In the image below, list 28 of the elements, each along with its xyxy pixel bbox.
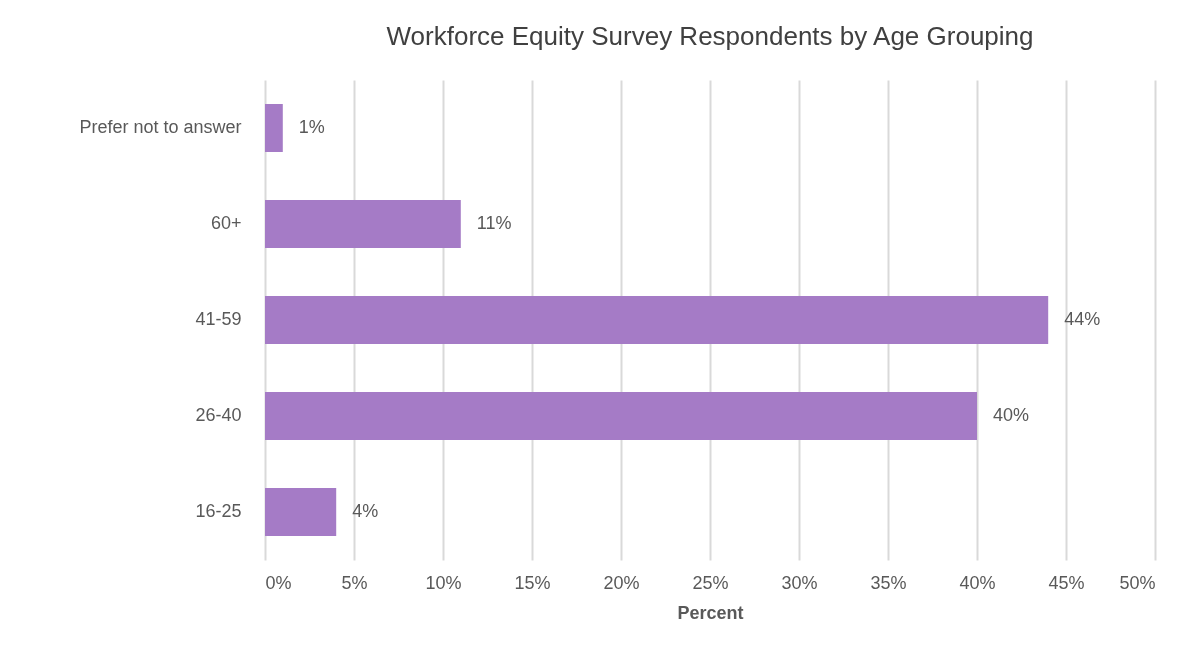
x-tick-label: 25% — [692, 572, 729, 593]
bar — [265, 488, 337, 536]
data-label: 11% — [476, 213, 512, 233]
data-label: 40% — [993, 405, 1030, 425]
data-label: 1% — [298, 117, 325, 137]
y-tick-label: 60+ — [210, 213, 242, 233]
x-axis-title: Percent — [677, 602, 744, 623]
x-tick-label: 0% — [265, 572, 292, 593]
x-tick-label: 35% — [870, 572, 907, 593]
x-tick-label: 45% — [1048, 572, 1085, 593]
y-tick-label: Prefer not to answer — [79, 117, 242, 137]
x-tick-label: 40% — [959, 572, 996, 593]
y-tick-label: 26-40 — [195, 405, 242, 425]
chart-title: Workforce Equity Survey Respondents by Age Grouping — [386, 21, 1034, 51]
x-tick-label: 5% — [341, 572, 368, 593]
x-tick-label: 30% — [781, 572, 818, 593]
bar — [265, 200, 461, 248]
y-tick-label: 41-59 — [195, 309, 242, 329]
x-tick-label: 50% — [1119, 572, 1156, 593]
bar — [265, 104, 283, 152]
x-tick-label: 10% — [425, 572, 462, 593]
bar — [265, 296, 1049, 344]
y-tick-label: 16-25 — [195, 501, 242, 521]
bar — [265, 392, 977, 440]
x-tick-label: 15% — [514, 572, 551, 593]
data-label: 44% — [1064, 309, 1101, 329]
x-tick-label: 20% — [603, 572, 640, 593]
data-label: 4% — [352, 501, 379, 521]
